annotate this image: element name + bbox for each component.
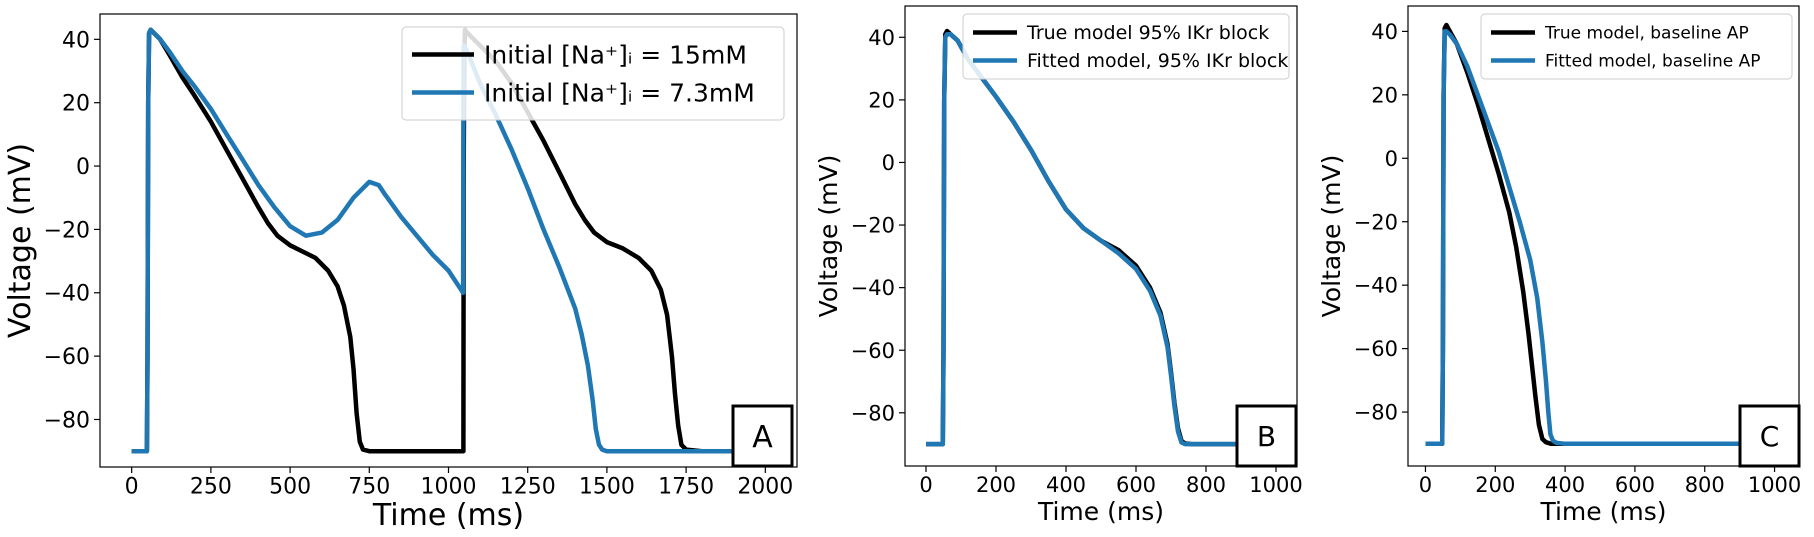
axes-frame [1407, 5, 1800, 467]
panel-label-box: B [1235, 404, 1298, 468]
x-tick-label: 1500 [579, 475, 635, 500]
legend-label-2: Initial [Na⁺]ᵢ = 7.3mM [484, 78, 755, 107]
series-line-2 [131, 27, 734, 454]
chart-panel-b: 0 200 400 600 800 1000 −80 −60 −40 −20 0 20 40 Time (… [814, 5, 1303, 526]
plot-area [131, 27, 734, 454]
panel-label-box: C [1738, 404, 1801, 468]
y-tick-label: 20 [868, 88, 895, 112]
series-line-1 [1425, 22, 1740, 447]
legend-label-1: True model, baseline AP [1544, 23, 1749, 43]
chart-panel-c: 0 200 400 600 800 1000 −80 −60 −40 −20 0 20 40 Time (… [1317, 5, 1801, 526]
x-axis-label: Time (ms) [1037, 497, 1164, 526]
x-tick-label: 250 [190, 475, 232, 500]
y-tick-label: 20 [62, 92, 90, 117]
y-tick-label: 0 [1385, 147, 1398, 171]
panel-label-box: A [731, 404, 794, 468]
y-tick-label: −60 [1354, 337, 1398, 361]
legend: Initial [Na⁺]ᵢ = 15mM Initial [Na⁺]ᵢ = 7.… [401, 26, 785, 121]
series-line-1 [131, 27, 734, 454]
legend-label-2: Fitted model, 95% IKr block [1027, 50, 1288, 72]
panel-label-frame [731, 404, 794, 468]
legend-label-2: Fitted model, baseline AP [1545, 51, 1760, 71]
x-tick-label: 200 [976, 473, 1016, 497]
y-tick-label: 20 [1371, 83, 1398, 107]
panel-label-frame [1738, 404, 1801, 468]
y-tick-label: 0 [76, 155, 90, 180]
y-tick-label: 40 [1371, 20, 1398, 44]
x-tick-label: 750 [348, 475, 390, 500]
legend-label-1: True model 95% IKr block [1026, 22, 1269, 44]
x-tick-label: 1000 [421, 475, 477, 500]
legend-box [1480, 13, 1793, 80]
x-tick-label: 1000 [1748, 473, 1801, 497]
y-tick-label: −60 [44, 345, 90, 370]
y-tick-label: 40 [62, 28, 90, 53]
panel-label: A [752, 420, 773, 455]
y-tick-label: −20 [44, 218, 90, 243]
y-tick-label: −40 [851, 276, 895, 300]
series-line-2 [926, 31, 1241, 447]
panel-label-frame [1235, 404, 1298, 468]
y-tick-label: 0 [882, 151, 895, 175]
y-tick-label: −20 [1354, 210, 1398, 234]
y-axis-label: Voltage (mV) [3, 143, 38, 338]
y-axis-label: Voltage (mV) [1317, 155, 1346, 318]
y-tick-label: −20 [851, 214, 895, 238]
legend-label-1: Initial [Na⁺]ᵢ = 15mM [484, 40, 747, 69]
x-tick-label: 600 [1116, 473, 1156, 497]
x-axis-label: Time (ms) [1539, 497, 1666, 526]
y-tick-label: 40 [868, 26, 895, 50]
y-tick-label: −60 [851, 339, 895, 363]
y-tick-label: −80 [851, 401, 895, 425]
axes-frame [904, 5, 1298, 467]
x-tick-label: 0 [125, 475, 139, 500]
x-tick-label: 600 [1615, 473, 1655, 497]
x-tick-label: 400 [1545, 473, 1585, 497]
y-axis-label: Voltage (mV) [814, 155, 843, 318]
y-tick-label: −40 [44, 282, 90, 307]
x-tick-label: 1750 [658, 475, 714, 500]
x-tick-label: 200 [1475, 473, 1515, 497]
x-tick-label: 500 [269, 475, 311, 500]
y-tick-label: −80 [1354, 401, 1398, 425]
y-tick-label: −80 [44, 408, 90, 433]
x-tick-label: 1250 [500, 475, 556, 500]
series-line-1 [926, 28, 1241, 447]
plot-area [926, 28, 1241, 447]
legend: True model, baseline AP Fitted model, bas… [1480, 13, 1793, 80]
x-tick-label: 1000 [1249, 473, 1302, 497]
x-tick-label: 0 [919, 473, 932, 497]
series-line-2 [1425, 29, 1740, 447]
x-tick-label: 800 [1186, 473, 1226, 497]
x-tick-label: 800 [1685, 473, 1725, 497]
legend-box [962, 13, 1290, 80]
x-axis-label: Time (ms) [372, 498, 524, 533]
legend: True model 95% IKr block Fitted model, 95… [962, 13, 1290, 80]
y-tick-label: −40 [1354, 274, 1398, 298]
legend-box [401, 26, 785, 121]
x-tick-label: 400 [1046, 473, 1086, 497]
panel-label: C [1760, 420, 1780, 453]
plot-area [1425, 22, 1740, 447]
panel-label: B [1257, 420, 1276, 453]
x-tick-label: 2000 [737, 475, 793, 500]
x-tick-label: 0 [1419, 473, 1432, 497]
chart-panel-a: 0 250 500 750 1000 1250 1500 1750 2000 −80 −60 −40 −… [3, 13, 798, 533]
